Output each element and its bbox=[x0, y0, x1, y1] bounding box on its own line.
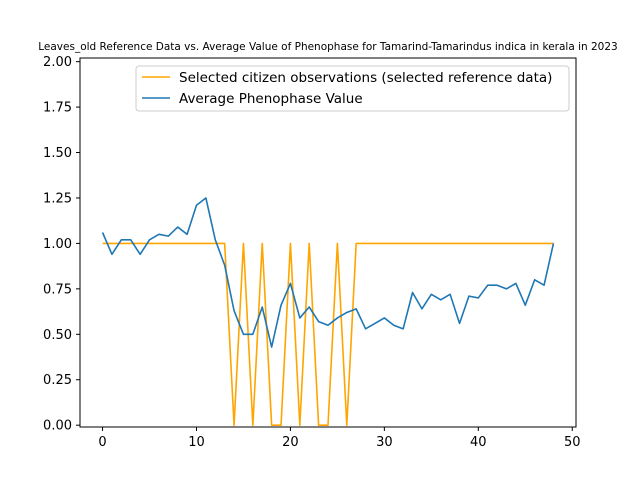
x-tick-label: 30 bbox=[376, 435, 393, 450]
x-tick-label: 0 bbox=[98, 435, 106, 450]
x-tick-label: 40 bbox=[470, 435, 487, 450]
legend-label-2: Average Phenophase Value bbox=[179, 91, 363, 107]
series-line-1 bbox=[102, 242, 554, 426]
legend-label-1: Selected citizen observations (selected … bbox=[179, 70, 552, 86]
y-axis: 0.00 0.25 0.50 0.75 1.00 1.25 1.50 1.75 2.00 bbox=[43, 55, 80, 434]
y-tick-label: 0.00 bbox=[43, 419, 72, 434]
y-tick-label: 1.25 bbox=[43, 191, 72, 206]
y-tick-label: 0.75 bbox=[43, 282, 72, 297]
legend-box bbox=[135, 65, 570, 112]
series-layer bbox=[101, 197, 555, 426]
y-tick-label: 1.50 bbox=[43, 146, 72, 161]
legend: Selected citizen observations (selected … bbox=[135, 65, 570, 112]
y-tick-label: 0.25 bbox=[43, 373, 72, 388]
y-tick-label: 1.75 bbox=[43, 101, 72, 116]
chart-title: Leaves_old Reference Data vs. Average Va… bbox=[38, 41, 617, 53]
y-tick-label: 1.00 bbox=[43, 237, 72, 252]
x-tick-label: 20 bbox=[282, 435, 299, 450]
y-tick-label: 2.00 bbox=[43, 55, 72, 70]
x-tick-label: 50 bbox=[564, 435, 581, 450]
series-line-2 bbox=[101, 197, 555, 348]
x-axis: 0 10 20 30 40 50 bbox=[98, 427, 581, 450]
x-tick-label: 10 bbox=[188, 435, 205, 450]
plot-frame bbox=[79, 57, 577, 428]
y-tick-label: 0.50 bbox=[43, 328, 72, 343]
